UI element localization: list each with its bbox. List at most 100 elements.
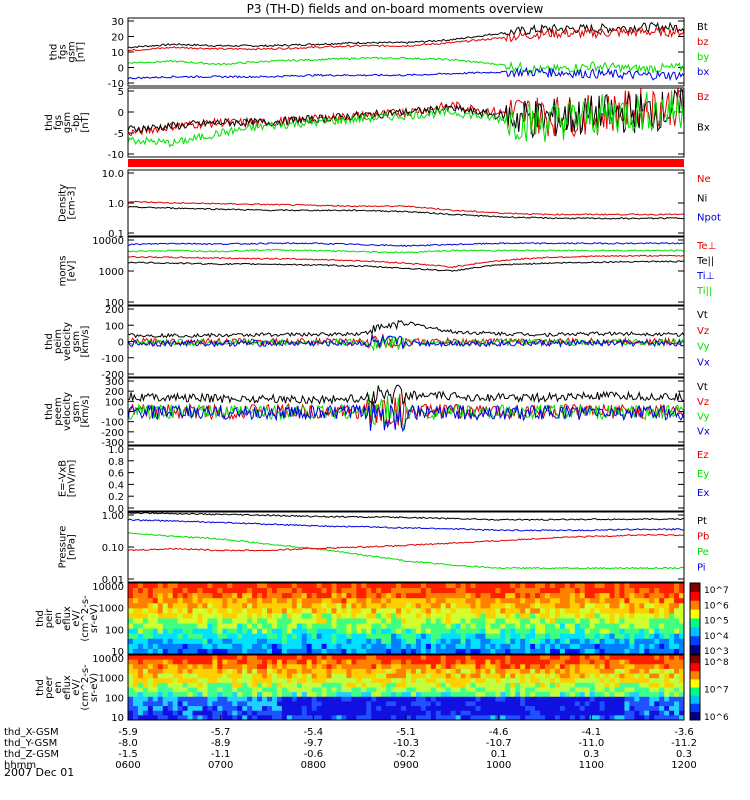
spectrogram-cell [420, 598, 427, 604]
spectrogram-cell [505, 583, 511, 589]
spectrogram-cell [207, 701, 213, 707]
spectrogram-cell [495, 664, 501, 670]
spectrogram-cell [207, 628, 213, 635]
spectrogram-cell [291, 583, 298, 589]
spectrogram-cell [406, 706, 412, 712]
spectrogram-cell [157, 696, 164, 702]
spectrogram-cell [634, 655, 640, 661]
spectrogram-cell [396, 664, 402, 670]
spectrogram-cell [197, 664, 203, 670]
y-tick-label: 10 [111, 713, 124, 724]
spectrogram-cell [450, 583, 457, 589]
spectrogram-cell [197, 687, 203, 693]
spectrogram-cell [579, 638, 586, 645]
spectrogram-cell [281, 692, 288, 698]
spectrogram-cell [252, 664, 258, 670]
spectrogram-cell [391, 633, 397, 640]
spectrogram-cell [336, 588, 342, 594]
spectrogram-cell [589, 648, 596, 655]
spectrogram-cell [247, 598, 253, 604]
spectrogram-cell [341, 655, 347, 661]
spectrogram-cell [505, 593, 511, 599]
spectrogram-cell [614, 588, 620, 594]
spectrogram-cell [316, 643, 323, 650]
spectrogram-cell [480, 715, 486, 721]
spectrogram-cell [574, 678, 581, 684]
spectrogram-cell [381, 623, 387, 630]
spectrogram-cell [187, 678, 194, 684]
spectrogram-cell [679, 613, 685, 619]
spectrogram-cell [589, 673, 596, 679]
spectrogram-cell [540, 673, 546, 679]
xaxis-value: 1000 [486, 760, 511, 771]
spectrogram-cell [326, 655, 333, 661]
spectrogram-cell [207, 659, 213, 665]
spectrogram-cell [311, 710, 318, 716]
spectrogram-cell [291, 659, 298, 665]
spectrogram-cell [128, 706, 134, 712]
spectrogram-cell [152, 613, 159, 619]
spectrogram-cell [391, 638, 397, 645]
spectrogram-cell [425, 701, 432, 707]
spectrogram-cell [252, 673, 258, 679]
spectrogram-cell [465, 633, 472, 640]
spectrogram-cell [128, 638, 134, 645]
spectrogram-cell [376, 588, 382, 594]
spectrogram-cell [445, 648, 452, 655]
spectrogram-cell [440, 588, 447, 594]
spectrogram-cell [505, 623, 511, 630]
spectrogram-cell [515, 583, 521, 589]
spectrogram-cell [232, 682, 238, 688]
spectrogram-cell [500, 682, 506, 688]
spectrogram-cell [639, 692, 645, 698]
spectrogram-cell [455, 648, 462, 655]
spectrogram-cell [425, 678, 432, 684]
spectrogram-cell [371, 659, 377, 665]
spectrogram-cell [222, 583, 228, 589]
spectrogram-cell [157, 655, 164, 661]
spectrogram-cell [624, 628, 630, 635]
spectrogram-cell [262, 588, 268, 594]
spectrogram-cell [137, 692, 144, 698]
spectrogram-cell [212, 588, 218, 594]
spectrogram-cell [291, 633, 298, 640]
spectrogram-cell [535, 598, 541, 604]
spectrogram-cell [291, 613, 298, 619]
spectrogram-cell [445, 623, 452, 630]
spectrogram-cell [609, 598, 615, 604]
spectrogram-cell [177, 706, 184, 712]
spectrogram-cell [535, 613, 541, 619]
spectrogram-cell [162, 682, 169, 688]
spectrogram-cell [545, 682, 551, 688]
spectrogram-cell [187, 633, 194, 640]
spectrogram-cell [614, 706, 620, 712]
spectrogram-cell [659, 678, 665, 684]
spectrogram-cell [589, 623, 596, 630]
spectrogram-cell [267, 648, 273, 655]
spectrogram-cell [415, 701, 422, 707]
spectrogram-cell [470, 633, 476, 640]
spectrogram-cell [505, 618, 511, 625]
y-tick-label: 1000 [99, 674, 124, 685]
spectrogram-cell [500, 664, 506, 670]
spectrogram-cell [222, 623, 228, 630]
spectrogram-cell [286, 701, 293, 707]
spectrogram-cell [306, 710, 313, 716]
spectrogram-cell [128, 696, 134, 702]
spectrogram-cell [624, 706, 630, 712]
spectrogram-cell [649, 598, 655, 604]
spectrogram-cell [559, 655, 566, 661]
spectrogram-cell [485, 664, 491, 670]
spectrogram-cell [356, 648, 362, 655]
spectrogram-cell [619, 673, 625, 679]
spectrogram-cell [361, 583, 367, 589]
spectrogram-cell [212, 643, 218, 650]
spectrogram-cell [659, 706, 665, 712]
spectrogram-cell [654, 668, 660, 675]
spectrogram-cell [262, 618, 268, 625]
spectrogram-cell [386, 583, 392, 589]
spectrogram-cell [629, 696, 635, 702]
spectrogram-cell [440, 659, 447, 665]
spectrogram-cell [589, 613, 596, 619]
spectrogram-cell [321, 628, 328, 635]
